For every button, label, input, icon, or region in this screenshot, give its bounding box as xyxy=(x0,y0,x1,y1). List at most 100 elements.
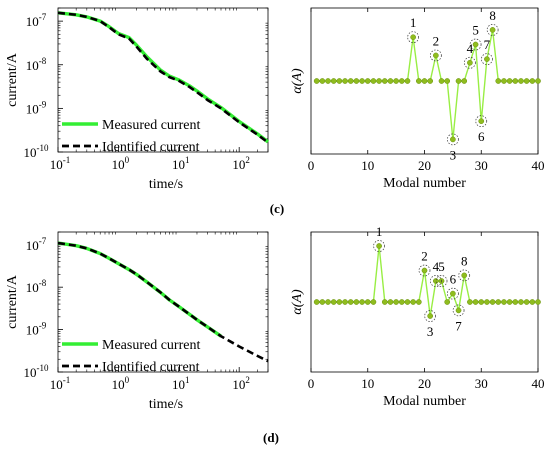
x-tick-label: 20 xyxy=(418,376,431,391)
annotation-circle xyxy=(475,115,488,128)
alpha-point xyxy=(359,78,365,84)
x-tick-label: 10 xyxy=(361,158,374,173)
alpha-point xyxy=(404,78,411,84)
alpha-point xyxy=(438,78,445,84)
alpha-point xyxy=(444,299,451,305)
annotation-label: 1 xyxy=(410,15,417,30)
alpha-point xyxy=(415,78,422,84)
alpha-point xyxy=(472,41,479,48)
alpha-point xyxy=(444,78,451,84)
alpha-point xyxy=(319,299,326,305)
annotation-circle xyxy=(424,310,437,322)
alpha-point xyxy=(529,299,536,305)
alpha-point xyxy=(370,78,377,84)
alpha-point xyxy=(347,78,354,84)
panel-label-d: (d) xyxy=(263,430,279,445)
x-tick-label: 40 xyxy=(532,376,545,391)
alpha-point xyxy=(484,56,490,62)
y-axis-label: α(A) xyxy=(290,289,305,315)
y-tick-label: 10-10 xyxy=(24,143,49,160)
annotation-label: 4 xyxy=(433,259,440,274)
alpha-point xyxy=(506,299,513,305)
alpha-point xyxy=(410,34,416,41)
annotation-circle xyxy=(469,38,482,51)
alpha-point xyxy=(393,299,399,305)
x-tick-label: 101 xyxy=(172,375,190,392)
alpha-point xyxy=(484,299,490,305)
alpha-point xyxy=(319,78,326,84)
x-axis-label: Modal number xyxy=(383,176,466,191)
alpha-point xyxy=(535,78,541,84)
annotation-circle xyxy=(418,264,431,277)
alpha-point xyxy=(461,78,468,84)
x-tick-label: 30 xyxy=(475,376,488,391)
alpha-point xyxy=(325,299,331,305)
x-tick-label: 0 xyxy=(308,376,315,391)
legend-label: Measured current xyxy=(102,118,200,133)
y-tick-label: 10-7 xyxy=(26,236,47,253)
alpha-point xyxy=(433,52,439,59)
annotation-label: 3 xyxy=(427,324,434,339)
alpha-point xyxy=(518,78,524,84)
y-tick-label: 10-8 xyxy=(26,278,47,295)
alpha-point xyxy=(370,299,377,305)
alpha-point xyxy=(501,299,507,305)
x-tick-label: 10-1 xyxy=(50,155,71,172)
identified-current-line xyxy=(57,11,269,144)
annotation-circle xyxy=(486,24,499,36)
alpha-point xyxy=(455,307,462,314)
alpha-point xyxy=(489,299,496,305)
alpha-point xyxy=(421,78,428,84)
x-axis-label: Modal number xyxy=(383,394,466,409)
alpha-point xyxy=(393,78,399,84)
annotation-circle xyxy=(373,240,385,252)
y-tick-label: 10-10 xyxy=(24,363,49,380)
x-tick-label: 20 xyxy=(418,158,431,173)
alpha-point xyxy=(461,272,468,279)
annotation-label: 8 xyxy=(461,253,468,268)
panel-label-c: (c) xyxy=(270,201,284,216)
x-tick-label: 102 xyxy=(232,155,250,172)
alpha-point xyxy=(342,299,348,305)
x-tick-label: 102 xyxy=(232,375,250,392)
alpha-point xyxy=(325,78,331,84)
alpha-point xyxy=(398,78,405,84)
annotation-circle xyxy=(447,133,459,146)
alpha-point xyxy=(450,290,456,297)
annotation-circle xyxy=(481,53,493,65)
y-tick-label: 10-9 xyxy=(26,99,47,116)
x-tick-label: 30 xyxy=(475,158,488,173)
annotation-circle xyxy=(447,287,459,300)
alpha-point xyxy=(398,299,405,305)
annotation-label: 6 xyxy=(478,129,485,144)
alpha-point xyxy=(495,299,502,305)
alpha-point xyxy=(313,78,320,84)
annotation-circle xyxy=(430,275,442,287)
annotation-circle xyxy=(458,269,471,282)
alpha-point xyxy=(467,59,473,66)
alpha-point xyxy=(336,78,343,84)
alpha-point xyxy=(495,78,502,84)
annotation-label: 6 xyxy=(450,272,457,287)
annotation-label: 5 xyxy=(472,23,479,38)
alpha-point xyxy=(467,299,473,305)
alpha-point xyxy=(364,299,371,305)
annotation-label: 3 xyxy=(450,147,457,162)
y-axis-label: current/A xyxy=(5,52,20,107)
alpha-point xyxy=(427,313,434,319)
y-axis-label: α(A) xyxy=(290,68,305,94)
alpha-point xyxy=(336,299,343,305)
alpha-point xyxy=(523,299,530,305)
alpha-point xyxy=(489,27,496,33)
alpha-point xyxy=(433,278,439,284)
x-tick-label: 10-1 xyxy=(50,375,71,392)
annotation-label: 4 xyxy=(467,41,474,56)
y-tick-label: 10-9 xyxy=(26,321,47,338)
alpha-point xyxy=(387,299,394,305)
annotation-label: 2 xyxy=(433,33,440,48)
alpha-point xyxy=(415,299,422,305)
annotation-circle xyxy=(452,304,465,317)
y-tick-label: 10-7 xyxy=(26,12,47,29)
alpha-point xyxy=(381,299,388,305)
alpha-point xyxy=(313,299,320,305)
